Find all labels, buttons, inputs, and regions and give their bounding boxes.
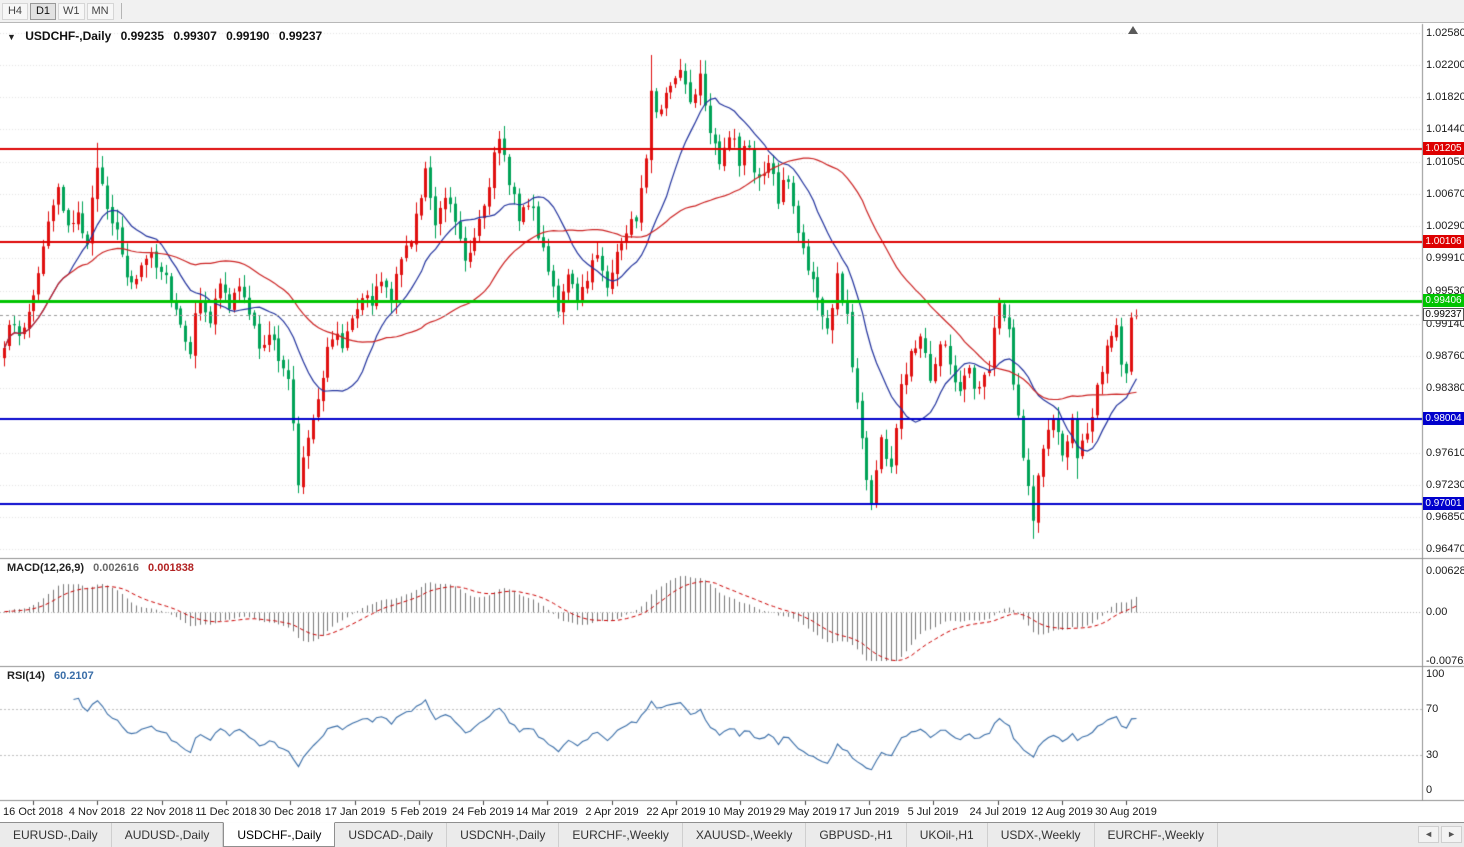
timeframe-button-w1[interactable]: W1	[58, 2, 85, 20]
price-axis-label: 1.02580	[1426, 27, 1464, 39]
rsi-axis-label: 70	[1426, 703, 1439, 715]
ohlc-low: 0.99190	[226, 29, 270, 43]
price-axis-label: 1.02200	[1426, 59, 1464, 71]
ohlc-open: 0.99235	[120, 29, 165, 43]
rsi-value: 60.2107	[53, 670, 94, 682]
price-axis-label: 0.97610	[1426, 447, 1464, 459]
date-axis-label: 24 Feb 2019	[452, 806, 514, 818]
price-level-badge[interactable]: 0.98004	[1423, 412, 1464, 425]
macd-axis-label: 0.006286	[1426, 565, 1464, 577]
price-level-badge[interactable]: 1.00106	[1423, 235, 1464, 248]
date-axis-label: 16 Oct 2018	[3, 806, 63, 818]
tabbar-scroll-controls: ◄ ►	[1418, 822, 1462, 847]
price-axis-label: 1.00670	[1426, 188, 1464, 200]
chart-tab-xauusd-weekly[interactable]: XAUUSD-,Weekly	[682, 823, 807, 847]
price-axis-label: 0.97230	[1426, 479, 1464, 491]
macd-axis-label: -0.00762	[1426, 655, 1464, 667]
price-axis-label: 0.99140	[1426, 318, 1464, 330]
price-axis-label: 0.98760	[1426, 350, 1464, 362]
date-axis-label: 30 Aug 2019	[1095, 806, 1157, 818]
chart-tab-usdcnh-daily[interactable]: USDCNH-,Daily	[447, 823, 560, 847]
macd-header: MACD(12,26,9) 0.002616 0.001838	[7, 562, 200, 574]
chart-dropdown-icon[interactable]: ▼	[7, 32, 16, 42]
chart-tab-eurchf-weekly[interactable]: EURCHF-,Weekly	[1094, 823, 1218, 847]
price-axis-label: 1.00290	[1426, 220, 1464, 232]
date-axis-label: 12 Aug 2019	[1031, 806, 1093, 818]
chart-shift-marker[interactable]	[1128, 26, 1138, 34]
price-level-badge[interactable]: 0.99406	[1423, 294, 1464, 307]
date-axis-label: 2 Apr 2019	[585, 806, 639, 818]
price-axis-label: 1.01820	[1426, 91, 1464, 103]
chart-symbol-header: ▼ USDCHF-,Daily 0.99235 0.99307 0.99190 …	[7, 29, 328, 43]
timeframe-button-h4[interactable]: H4	[2, 2, 28, 20]
toolbar-separator	[120, 3, 122, 19]
date-axis-label: 24 Jul 2019	[969, 806, 1027, 818]
ohlc-high: 0.99307	[173, 29, 217, 43]
chart-tab-usdchf-daily[interactable]: USDCHF-,Daily	[223, 822, 336, 847]
rsi-axis-label: 100	[1426, 668, 1445, 680]
date-axis-label: 14 Mar 2019	[516, 806, 578, 818]
macd-label: MACD(12,26,9)	[7, 562, 85, 574]
date-axis-label: 10 May 2019	[708, 806, 772, 818]
tab-scroll-left-icon[interactable]: ◄	[1418, 826, 1440, 843]
date-axis-label: 5 Feb 2019	[391, 806, 447, 818]
date-axis-label: 17 Jan 2019	[324, 806, 386, 818]
ohlc-close: 0.99237	[278, 29, 323, 43]
date-axis-label: 22 Apr 2019	[646, 806, 706, 818]
timeframe-buttons: H4 D1 W1 MN	[1, 2, 115, 20]
timeframe-toolbar: H4 D1 W1 MN	[0, 0, 1464, 23]
timeframe-button-mn[interactable]: MN	[86, 2, 114, 20]
tab-scroll-right-icon[interactable]: ►	[1441, 826, 1462, 843]
macd-axis-label: 0.00	[1426, 606, 1448, 618]
price-axis-label: 0.98380	[1426, 382, 1464, 394]
chart-tab-gbpusd-h1[interactable]: GBPUSD-,H1	[806, 823, 907, 847]
date-axis-label: 5 Jul 2019	[907, 806, 959, 818]
chart-tabbar: EURUSD-,Daily AUDUSD-,Daily USDCHF-,Daily U…	[0, 822, 1464, 847]
price-axis-label: 0.99910	[1426, 252, 1464, 264]
chart-tab-eurusd-daily[interactable]: EURUSD-,Daily	[0, 823, 112, 847]
price-level-badge[interactable]: 1.01205	[1423, 142, 1464, 155]
date-axis-label: 4 Nov 2018	[68, 806, 126, 818]
price-level-badge[interactable]: 0.97001	[1423, 497, 1464, 510]
price-axis-label: 0.96850	[1426, 511, 1464, 523]
date-axis-label: 22 Nov 2018	[130, 806, 194, 818]
date-axis-label: 29 May 2019	[773, 806, 837, 818]
date-axis-label: 17 Jun 2019	[838, 806, 900, 818]
price-axis-label: 0.96470	[1426, 543, 1464, 555]
macd-main-value: 0.002616	[93, 562, 139, 574]
price-axis-label: 1.01440	[1426, 123, 1464, 135]
date-axis-label: 11 Dec 2018	[195, 806, 257, 818]
price-axis-label: 1.01050	[1426, 156, 1464, 168]
chart-tab-eurchf-weekly[interactable]: EURCHF-,Weekly	[559, 823, 683, 847]
chart-tab-usdx-weekly[interactable]: USDX-,Weekly	[987, 823, 1095, 847]
chart-symbol-label: USDCHF-,Daily	[25, 29, 112, 43]
rsi-axis-label: 0	[1426, 784, 1433, 796]
rsi-axis-label: 30	[1426, 749, 1439, 761]
rsi-header: RSI(14) 60.2107	[7, 670, 100, 682]
chart-tab-ukoil-h1[interactable]: UKOil-,H1	[906, 823, 988, 847]
macd-signal-value: 0.001838	[148, 562, 194, 574]
chart-tab-audusd-daily[interactable]: AUDUSD-,Daily	[111, 823, 224, 847]
date-axis-label: 30 Dec 2018	[258, 806, 322, 818]
chart-tab-usdcad-daily[interactable]: USDCAD-,Daily	[335, 823, 448, 847]
rsi-label: RSI(14)	[7, 670, 45, 682]
current-price-badge: 0.99237	[1423, 308, 1464, 321]
timeframe-button-d1[interactable]: D1	[30, 2, 56, 20]
